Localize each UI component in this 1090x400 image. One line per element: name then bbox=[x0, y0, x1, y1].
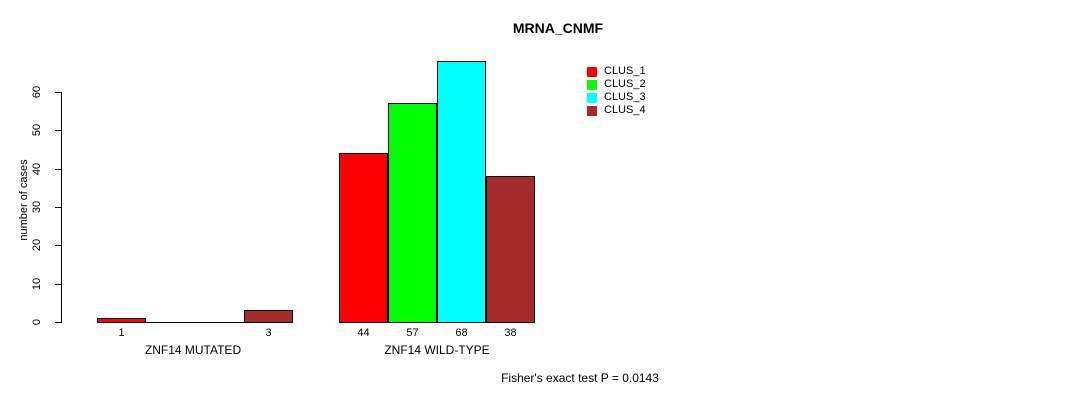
y-axis-line bbox=[61, 92, 62, 323]
legend: CLUS_1 CLUS_2 CLUS_3 CLUS_4 bbox=[587, 65, 646, 117]
legend-label: CLUS_4 bbox=[604, 104, 646, 116]
y-axis-tick-label: 40 bbox=[31, 162, 43, 176]
bar bbox=[486, 176, 535, 323]
y-axis-tick-label: 20 bbox=[31, 238, 43, 252]
y-axis-tick bbox=[55, 322, 61, 323]
chart-title: MRNA_CNMF bbox=[512, 20, 604, 36]
legend-label: CLUS_2 bbox=[604, 78, 646, 90]
y-axis-tick-label: 0 bbox=[31, 318, 43, 326]
y-axis-tick-label: 30 bbox=[31, 200, 43, 214]
y-axis-tick bbox=[55, 169, 61, 170]
bar-value-label: 3 bbox=[265, 327, 272, 339]
bar bbox=[244, 310, 293, 323]
bar-value-label: 1 bbox=[118, 327, 125, 339]
bar-value-label: 68 bbox=[455, 327, 468, 339]
legend-label: CLUS_3 bbox=[604, 91, 646, 103]
legend-item: CLUS_3 bbox=[587, 91, 646, 104]
y-axis-label: number of cases bbox=[18, 159, 30, 241]
bar bbox=[437, 61, 486, 323]
bar bbox=[388, 103, 437, 323]
bar bbox=[339, 153, 388, 323]
x-category-label-mutated: ZNF14 MUTATED bbox=[144, 343, 242, 357]
y-axis-tick bbox=[55, 130, 61, 131]
y-axis-tick bbox=[55, 284, 61, 285]
bar-value-label: 38 bbox=[504, 327, 517, 339]
fisher-test-annotation: Fisher's exact test P = 0.0143 bbox=[501, 371, 659, 385]
legend-swatch bbox=[587, 105, 597, 116]
legend-item: CLUS_2 bbox=[587, 78, 646, 91]
legend-swatch bbox=[587, 92, 597, 103]
bar-value-label: 44 bbox=[357, 327, 370, 339]
legend-swatch bbox=[587, 66, 597, 77]
y-axis-tick-label: 10 bbox=[31, 277, 43, 291]
legend-label: CLUS_1 bbox=[604, 65, 646, 77]
legend-item: CLUS_4 bbox=[587, 104, 646, 117]
x-category-label-wildtype: ZNF14 WILD-TYPE bbox=[384, 343, 490, 357]
legend-swatch bbox=[587, 79, 597, 90]
y-axis-tick bbox=[55, 207, 61, 208]
y-axis-tick bbox=[55, 245, 61, 246]
bar-value-label: 57 bbox=[406, 327, 419, 339]
legend-item: CLUS_1 bbox=[587, 65, 646, 78]
zero-bar-baseline bbox=[195, 322, 245, 323]
y-axis-tick-label: 50 bbox=[31, 123, 43, 137]
zero-bar-baseline bbox=[146, 322, 196, 323]
bar bbox=[97, 318, 146, 323]
y-axis-tick-label: 60 bbox=[31, 85, 43, 99]
y-axis-tick bbox=[55, 92, 61, 93]
